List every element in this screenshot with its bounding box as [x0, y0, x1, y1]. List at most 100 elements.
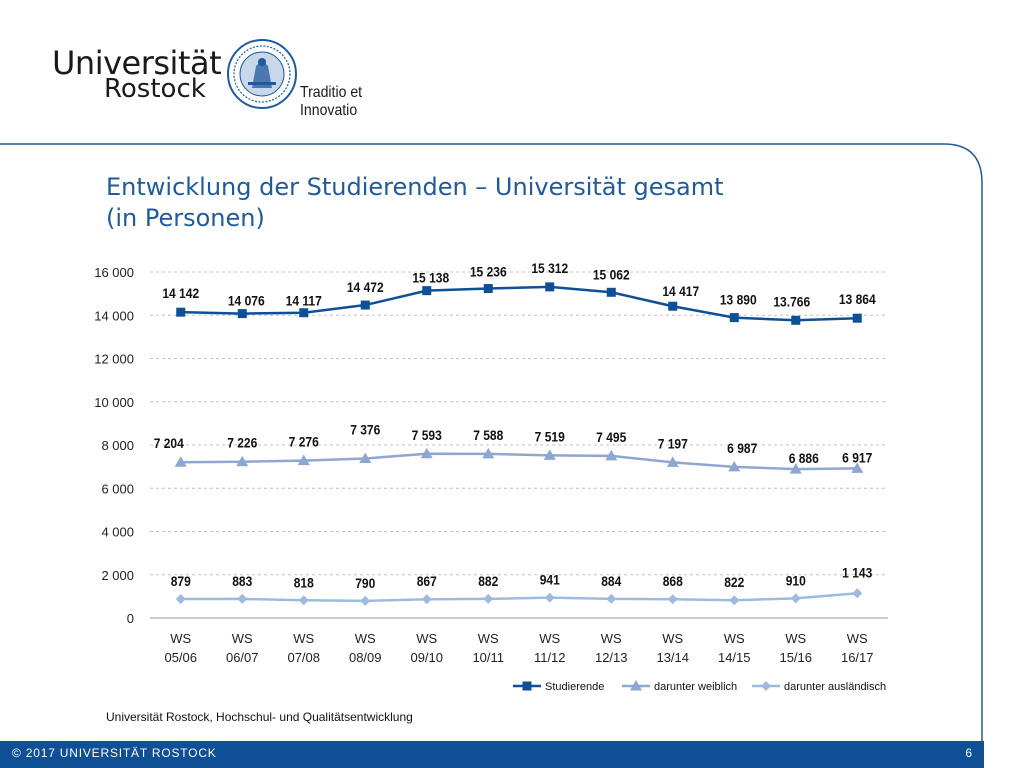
x-tick-label: 12/13: [595, 650, 628, 665]
data-label: 14 076: [228, 293, 265, 309]
series-line-2: [180, 592, 858, 603]
footer-bar: © 2017 UNIVERSITÄT ROSTOCK 6: [0, 741, 984, 768]
data-point: [360, 300, 370, 310]
data-point: [852, 313, 862, 323]
data-label: 7 204: [154, 435, 185, 451]
series-line-0: [180, 285, 858, 322]
x-tick-label: 05/06: [164, 650, 197, 665]
x-tick-label: WS: [662, 631, 683, 646]
university-logo: Universität Rostock Traditio et Innovati…: [48, 38, 428, 119]
y-tick-label: 6 000: [101, 481, 134, 496]
legend-marker: [630, 680, 642, 691]
data-point: [297, 454, 310, 466]
data-label: 6 917: [842, 450, 872, 466]
y-tick-label: 14 000: [94, 308, 134, 323]
data-label: 7 495: [596, 429, 626, 445]
legend-marker: [522, 681, 532, 691]
data-label: 13.766: [773, 293, 810, 309]
chart-source: Universität Rostock, Hochschul- und Qual…: [106, 710, 413, 724]
data-point: [482, 447, 495, 459]
data-point: [667, 594, 678, 605]
data-point: [666, 456, 679, 467]
data-point: [543, 449, 556, 460]
x-tick-label: WS: [355, 631, 376, 646]
data-point: [422, 286, 432, 296]
y-tick-label: 2 000: [101, 568, 134, 583]
data-label: 882: [478, 573, 498, 589]
data-point: [606, 287, 616, 297]
slide-title-line2: (in Personen): [106, 204, 265, 232]
data-label: 13 890: [720, 292, 757, 308]
data-label: 868: [663, 573, 683, 589]
data-label: 14 417: [662, 283, 699, 299]
x-tick-label: WS: [539, 631, 560, 646]
x-tick-label: 08/09: [349, 650, 382, 665]
data-label: 7 276: [289, 434, 319, 450]
data-label: 6 987: [727, 440, 757, 456]
y-tick-label: 12 000: [94, 352, 134, 367]
x-tick-label: 06/07: [226, 650, 259, 665]
legend-marker: [761, 681, 771, 691]
data-point: [728, 460, 741, 472]
x-tick-label: WS: [293, 631, 314, 646]
legend-label: darunter ausländisch: [784, 681, 886, 693]
data-label: 7 197: [658, 435, 688, 451]
data-point: [544, 592, 555, 603]
data-point: [851, 462, 864, 473]
slide-title: Entwicklung der Studierenden – Universit…: [106, 172, 724, 234]
data-label: 15 062: [593, 266, 630, 282]
data-label: 15 236: [470, 264, 507, 280]
data-point: [237, 593, 248, 604]
x-tick-label: 11/12: [534, 650, 566, 665]
y-tick-label: 8 000: [101, 438, 134, 453]
series-line-1: [180, 452, 858, 471]
data-label: 879: [171, 573, 191, 589]
data-point: [483, 284, 493, 294]
data-label: 7 588: [473, 427, 503, 443]
x-tick-label: WS: [170, 631, 191, 646]
data-point: [174, 456, 187, 467]
motto-text: Traditio et Innovatio: [300, 84, 363, 119]
data-label: 883: [232, 573, 252, 589]
data-point: [176, 307, 186, 317]
x-tick-label: WS: [847, 631, 868, 646]
data-point: [299, 308, 309, 318]
y-tick-label: 4 000: [101, 525, 134, 540]
data-label: 7 376: [350, 422, 380, 438]
data-label: 15 138: [412, 270, 449, 286]
x-tick-label: WS: [601, 631, 622, 646]
data-label: 15 312: [531, 260, 568, 276]
x-tick-label: 14/15: [718, 650, 751, 665]
slide-title-line1: Entwicklung der Studierenden – Universit…: [106, 173, 724, 201]
data-label: 822: [724, 574, 744, 590]
data-point: [483, 593, 494, 604]
university-seal-icon: [227, 39, 297, 109]
x-tick-label: 09/10: [410, 650, 443, 665]
data-label: 14 472: [347, 279, 384, 295]
data-point: [236, 455, 249, 467]
data-label: 7 593: [412, 427, 442, 443]
data-point: [360, 595, 371, 606]
data-point: [421, 594, 432, 605]
data-point: [668, 301, 678, 311]
data-label: 1 143: [842, 564, 872, 580]
logo-wordmark-universitaet: Universität: [52, 44, 222, 82]
data-label: 884: [601, 573, 622, 589]
data-label: 941: [540, 572, 560, 588]
data-point: [852, 588, 863, 599]
y-tick-label: 0: [127, 611, 134, 626]
legend-label: darunter weiblich: [654, 681, 737, 693]
x-tick-label: WS: [724, 631, 745, 646]
data-point: [359, 452, 372, 463]
data-label: 14 142: [162, 285, 199, 301]
x-tick-label: WS: [416, 631, 437, 646]
data-point: [729, 313, 739, 323]
data-point: [791, 315, 801, 325]
data-point: [605, 449, 618, 461]
data-label: 7 519: [535, 429, 565, 445]
data-point: [237, 309, 247, 319]
x-tick-label: WS: [478, 631, 499, 646]
y-tick-label: 16 000: [94, 265, 134, 280]
data-point: [175, 593, 186, 604]
